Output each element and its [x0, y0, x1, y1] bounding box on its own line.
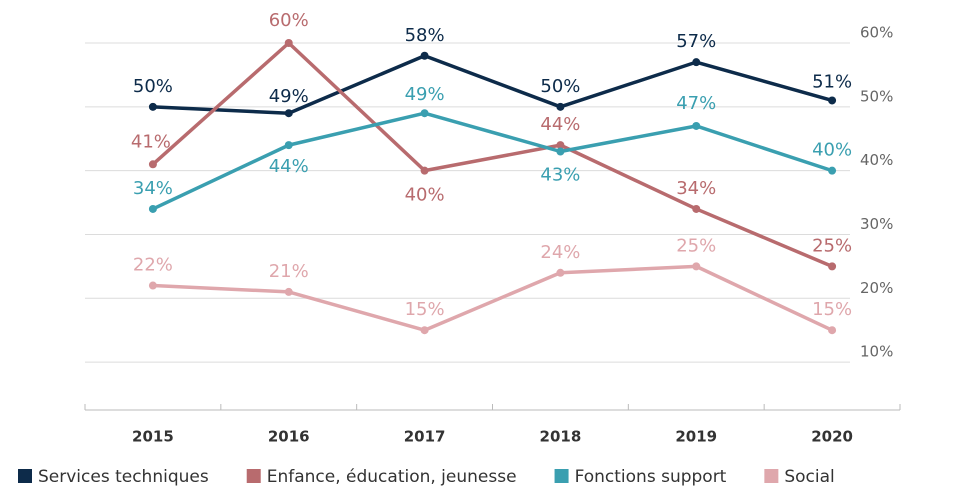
legend-label: Fonctions support [575, 467, 727, 486]
data-label: 41% [131, 131, 171, 152]
data-point [828, 166, 837, 175]
data-label: 44% [540, 114, 580, 135]
legend-swatch [554, 469, 569, 483]
data-label: 15% [812, 299, 852, 320]
legend-label: Services techniques [38, 467, 209, 486]
data-label: 24% [540, 242, 580, 263]
y-tick-label: 30% [860, 215, 893, 233]
data-point [284, 287, 293, 296]
data-point [556, 268, 565, 277]
data-point [420, 326, 429, 335]
data-point [420, 166, 429, 175]
legend-label: Social [784, 467, 834, 486]
data-label: 57% [676, 31, 716, 52]
data-label: 49% [269, 86, 309, 107]
series-line [152, 54, 833, 115]
data-point [692, 204, 701, 213]
x-tick-label: 2015 [132, 428, 174, 446]
data-label: 21% [269, 261, 309, 282]
data-label: 22% [133, 255, 173, 276]
data-label: 25% [676, 235, 716, 256]
series-line [151, 41, 833, 269]
data-point [692, 58, 701, 67]
data-point [284, 109, 293, 118]
data-label: 43% [540, 165, 580, 186]
data-label: 34% [133, 178, 173, 199]
data-label: 40% [812, 140, 852, 161]
series-line [152, 111, 833, 211]
data-label: 51% [812, 71, 852, 92]
data-point [556, 147, 565, 156]
data-label: 25% [812, 235, 852, 256]
x-tick-label: 2016 [268, 428, 310, 446]
x-tick-label: 2018 [540, 428, 582, 446]
data-point [556, 141, 565, 150]
y-tick-label: 10% [860, 343, 893, 361]
data-label: 49% [405, 84, 445, 105]
data-label: 40% [405, 185, 445, 206]
data-point [148, 102, 157, 111]
y-tick-label: 40% [860, 151, 893, 169]
legend-swatch [246, 469, 261, 483]
data-point [692, 262, 701, 271]
data-label: 60% [269, 10, 309, 31]
data-point [420, 51, 429, 60]
x-tick-label: 2019 [675, 428, 717, 446]
data-label: 34% [676, 178, 716, 199]
data-point [284, 141, 293, 150]
data-label: 44% [269, 156, 309, 177]
data-point [148, 160, 157, 169]
series-line [152, 264, 833, 332]
data-point [828, 96, 837, 105]
data-point [828, 326, 837, 335]
data-point [692, 121, 701, 130]
data-label: 15% [405, 299, 445, 320]
y-tick-label: 50% [860, 87, 893, 105]
legend-swatch [18, 469, 32, 483]
x-tick-label: 2020 [811, 428, 853, 446]
data-point [284, 38, 293, 47]
y-tick-label: 60% [860, 23, 893, 41]
data-label: 50% [133, 76, 173, 97]
data-point [148, 204, 157, 213]
data-point [148, 281, 157, 290]
x-tick-label: 2017 [404, 428, 446, 446]
data-label: 47% [676, 93, 716, 114]
data-point [556, 102, 565, 111]
data-point [420, 109, 429, 118]
y-tick-label: 20% [860, 279, 893, 297]
legend-label: Enfance, éducation, jeunesse [267, 467, 517, 486]
data-label: 50% [540, 76, 580, 97]
legend-swatch [764, 469, 779, 483]
data-point [828, 262, 837, 271]
data-label: 58% [405, 25, 445, 46]
